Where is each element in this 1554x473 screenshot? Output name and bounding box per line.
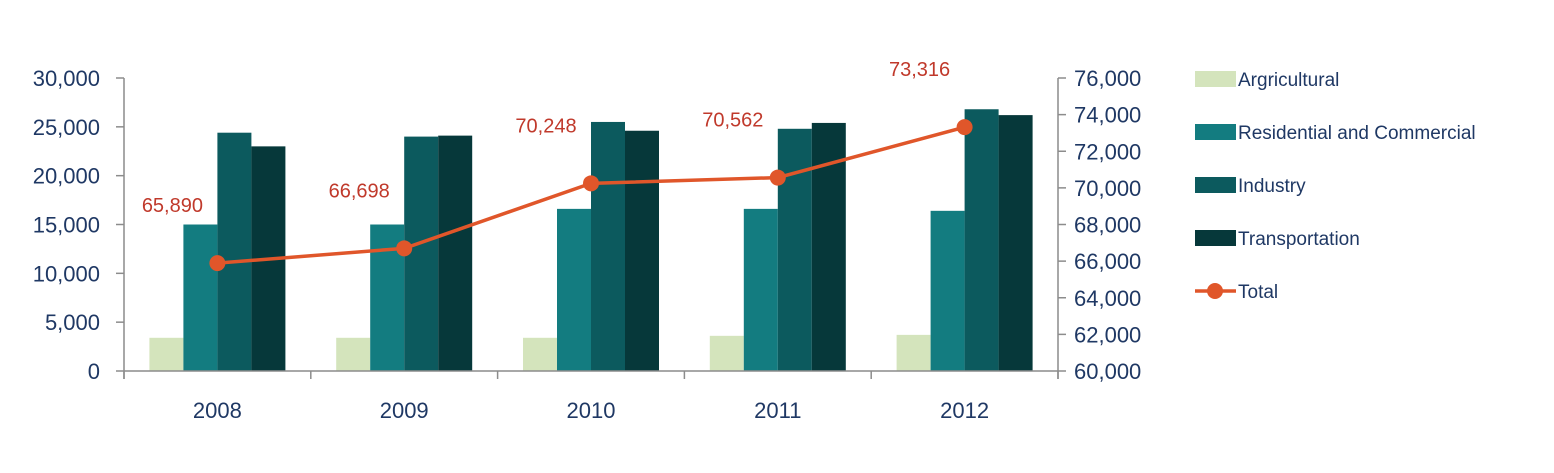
right-axis-tick-label: 72,000 [1074, 139, 1141, 164]
bar-residential-and-commercial-2012 [930, 210, 965, 371]
point-total-2011 [769, 169, 786, 186]
point-total-2010 [583, 175, 599, 192]
x-axis-tick-label: 2011 [754, 398, 801, 423]
right-axis-tick-label: 68,000 [1074, 213, 1141, 238]
data-label-total-2009: 66,698 [329, 180, 390, 202]
x-axis-tick-label: 2009 [380, 398, 429, 423]
bar-argricultural-2011 [709, 335, 744, 371]
left-axis-tick-label: 0 [88, 359, 100, 384]
legend-swatch-marker-total [1207, 283, 1223, 299]
right-axis-tick-label: 62,000 [1074, 322, 1141, 347]
right-axis-tick-label: 60,000 [1074, 359, 1141, 384]
bar-transportation-2012 [998, 115, 1033, 371]
bar-industry-2012 [964, 109, 999, 372]
right-axis-tick-label: 64,000 [1074, 286, 1141, 311]
left-axis-tick-label: 30,000 [33, 66, 100, 91]
point-total-2012 [956, 119, 973, 136]
bar-residential-and-commercial-2011 [743, 208, 778, 371]
bar-residential-and-commercial-2010 [557, 208, 591, 371]
data-label-total-2012: 73,316 [889, 59, 950, 81]
right-axis-tick-label: 66,000 [1074, 249, 1141, 274]
bar-residential-and-commercial-2008 [183, 224, 218, 371]
left-axis-tick-label: 25,000 [33, 115, 100, 140]
bar-argricultural-2012 [896, 334, 931, 371]
legend-swatch-industry [1195, 177, 1236, 193]
bar-argricultural-2008 [149, 337, 184, 371]
data-label-total-2011: 70,562 [702, 110, 763, 132]
bar-industry-2008 [217, 132, 252, 371]
legend-label-transportation: Transportation [1238, 229, 1360, 250]
legend-swatch-transportation [1195, 230, 1236, 246]
bar-argricultural-2010 [523, 337, 557, 371]
legend-label-argricultural: Argricultural [1238, 70, 1339, 91]
x-axis-tick-label: 2012 [940, 398, 989, 423]
legend-swatch-residential-and-commercial [1195, 124, 1236, 140]
legend-label-industry: Industry [1238, 176, 1306, 197]
bar-industry-2010 [591, 121, 625, 371]
bar-transportation-2010 [625, 130, 659, 371]
data-label-total-2010: 70,248 [515, 115, 576, 137]
bar-transportation-2009 [438, 135, 473, 371]
point-total-2008 [209, 255, 226, 272]
right-axis-tick-label: 70,000 [1074, 176, 1141, 201]
left-axis-tick-label: 15,000 [33, 213, 100, 238]
bar-argricultural-2009 [336, 337, 371, 371]
point-total-2009 [396, 240, 413, 257]
left-axis-tick-label: 10,000 [33, 261, 100, 286]
data-label-total-2008: 65,890 [142, 195, 203, 217]
right-axis-tick-label: 76,000 [1074, 66, 1141, 91]
legend-label-residential-and-commercial: Residential and Commercial [1238, 123, 1476, 144]
left-axis-tick-label: 20,000 [33, 164, 100, 189]
legend-label-total: Total [1238, 282, 1278, 303]
bar-industry-2011 [777, 128, 812, 371]
legend-swatch-argricultural [1195, 71, 1236, 87]
x-axis-tick-label: 2008 [193, 398, 242, 423]
x-axis-tick-label: 2010 [567, 398, 616, 423]
left-axis-tick-label: 5,000 [45, 310, 100, 335]
right-axis-tick-label: 74,000 [1074, 103, 1141, 128]
